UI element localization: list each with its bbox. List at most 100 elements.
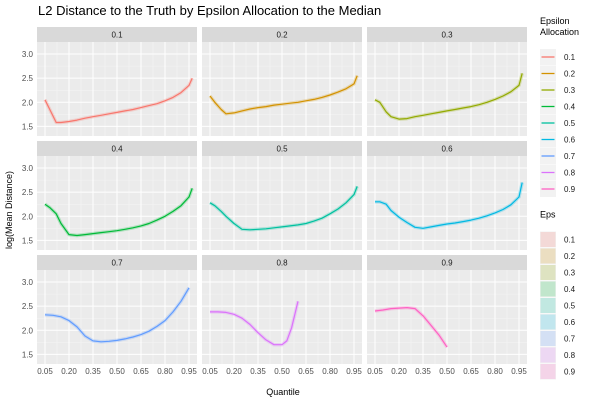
- x-tick-label: 0.65: [463, 367, 479, 376]
- facet-strip: [202, 27, 362, 42]
- legend-label: 0.8: [564, 169, 576, 178]
- x-tick-label: 0.50: [439, 367, 455, 376]
- x-tick-label: 0.50: [274, 367, 290, 376]
- facet-panel: 0.3: [367, 27, 527, 136]
- legend-key-bg: [540, 264, 556, 281]
- x-tick-label: 0.65: [133, 367, 149, 376]
- legend-key-bg: [540, 314, 556, 330]
- legend-label: 0.5: [564, 119, 576, 128]
- y-tick-label: 3.0: [22, 50, 34, 59]
- legend-eps: Eps 0.1 0.2 0.3 0.4 0.5 0.6 0.7 0.8 0.9: [540, 210, 576, 380]
- legend-key-fill: [540, 314, 556, 330]
- x-tick-label: 0.35: [250, 367, 266, 376]
- series-line: [44, 77, 193, 124]
- facet-panel: 0.7 1.5 2.0 2.5 3.0 0.05 0.20 0.35 0.50 0.65 0.80 0…: [22, 255, 197, 376]
- legend-title: Eps: [540, 210, 556, 220]
- legend-label: 0.2: [564, 252, 576, 261]
- facet-strip-label: 0.5: [276, 145, 288, 154]
- facet-panel: 0.8 0.05 0.20 0.35 0.50 0.65 0.80 0.95: [202, 255, 362, 376]
- legend-key-fill: [540, 347, 556, 363]
- legend-key-fill: [540, 281, 556, 297]
- x-tick-label: 0.35: [85, 367, 101, 376]
- x-tick-label: 0.95: [181, 367, 197, 376]
- y-tick-label: 2.5: [22, 74, 34, 83]
- facet-strip-label: 0.2: [276, 31, 288, 40]
- facet-strip: [37, 27, 197, 42]
- x-tick-label: 0.80: [157, 367, 173, 376]
- x-axis-label: Quantile: [266, 387, 300, 397]
- legend-label: 0.5: [564, 302, 576, 311]
- series-line: [44, 188, 193, 237]
- legend-key-bg: [540, 363, 556, 380]
- x-tick-label: 0.95: [511, 367, 527, 376]
- y-tick-label: 2.5: [22, 302, 34, 311]
- legend-key-bg: [540, 347, 556, 363]
- series-line: [44, 287, 190, 343]
- y-tick-label: 1.5: [22, 236, 34, 245]
- facet-strip-label: 0.3: [441, 31, 453, 40]
- facet-panel: 0.6: [367, 141, 527, 250]
- series-line: [209, 186, 358, 231]
- x-tick-label: 0.05: [367, 367, 383, 376]
- legend-key-bg: [540, 231, 556, 248]
- legend-key-bg: [540, 330, 556, 347]
- series-line: [374, 307, 448, 348]
- legend-label: 0.9: [564, 185, 576, 194]
- legend-label: 0.2: [564, 70, 576, 79]
- chart-title: L2 Distance to the Truth by Epsilon Allo…: [38, 3, 381, 18]
- y-tick-label: 1.5: [22, 350, 34, 359]
- x-tick-label: 0.95: [346, 367, 362, 376]
- facet-strip: [367, 27, 527, 42]
- facet-strip-label: 0.9: [441, 259, 453, 268]
- facet-strip: [367, 141, 527, 156]
- facet-strip: [202, 255, 362, 270]
- facet-panel: 0.2: [202, 27, 362, 136]
- facet-strip: [37, 141, 197, 156]
- legend-label: 0.4: [564, 285, 576, 294]
- y-tick-label: 3.0: [22, 164, 34, 173]
- facet-panel: 0.1 1.5 2.0 2.5 3.0: [22, 27, 197, 136]
- x-tick-label: 0.05: [202, 367, 218, 376]
- x-tick-label: 0.50: [109, 367, 125, 376]
- legend-key-fill: [540, 232, 556, 247]
- facet-strip-label: 0.6: [441, 145, 453, 154]
- legend-key-fill: [540, 248, 556, 264]
- legend-key-bg: [540, 281, 556, 297]
- legend-label: 0.6: [564, 318, 576, 327]
- x-tick-label: 0.80: [322, 367, 338, 376]
- series-line: [375, 182, 523, 229]
- x-tick-label: 0.35: [415, 367, 431, 376]
- facet-strip-label: 0.1: [111, 31, 123, 40]
- facet-panel: 0.9 0.05 0.20 0.35 0.50 0.65 0.80 0.95: [367, 255, 527, 376]
- legend-key-bg: [540, 248, 556, 264]
- legend-label: 0.7: [564, 152, 576, 161]
- y-tick-label: 2.0: [22, 212, 34, 221]
- legend-key-fill: [540, 265, 556, 280]
- facet-panel: 0.4 1.5 2.0 2.5 3.0: [22, 141, 197, 250]
- facet-panels: 0.11.52.02.53.00.2 0.30.41.52.02.53.00.5 0…: [22, 27, 527, 376]
- legend-label: 0.3: [564, 269, 576, 278]
- y-tick-label: 2.5: [22, 188, 34, 197]
- facet-strip-label: 0.7: [111, 259, 123, 268]
- legend-key-fill: [540, 331, 556, 346]
- legend-key-fill: [540, 364, 556, 379]
- legend-label: 0.8: [564, 351, 576, 360]
- facet-strip: [367, 255, 527, 270]
- facet-strip-label: 0.4: [111, 145, 123, 154]
- series-line: [374, 73, 523, 120]
- y-axis-label: log(Mean Distance): [4, 171, 14, 249]
- legend-label: 0.1: [564, 236, 576, 245]
- facet-strip: [202, 141, 362, 156]
- legend-title: Epsilon: [540, 16, 570, 26]
- x-tick-label: 0.80: [487, 367, 503, 376]
- x-tick-label: 0.05: [37, 367, 53, 376]
- legend-title: Allocation: [540, 27, 579, 37]
- legend-label: 0.7: [564, 335, 576, 344]
- x-tick-label: 0.20: [226, 367, 242, 376]
- y-tick-label: 2.0: [22, 326, 34, 335]
- legend-key-fill: [540, 298, 556, 313]
- legend-label: 0.6: [564, 136, 576, 145]
- series-line: [210, 301, 299, 346]
- y-tick-label: 1.5: [22, 122, 34, 131]
